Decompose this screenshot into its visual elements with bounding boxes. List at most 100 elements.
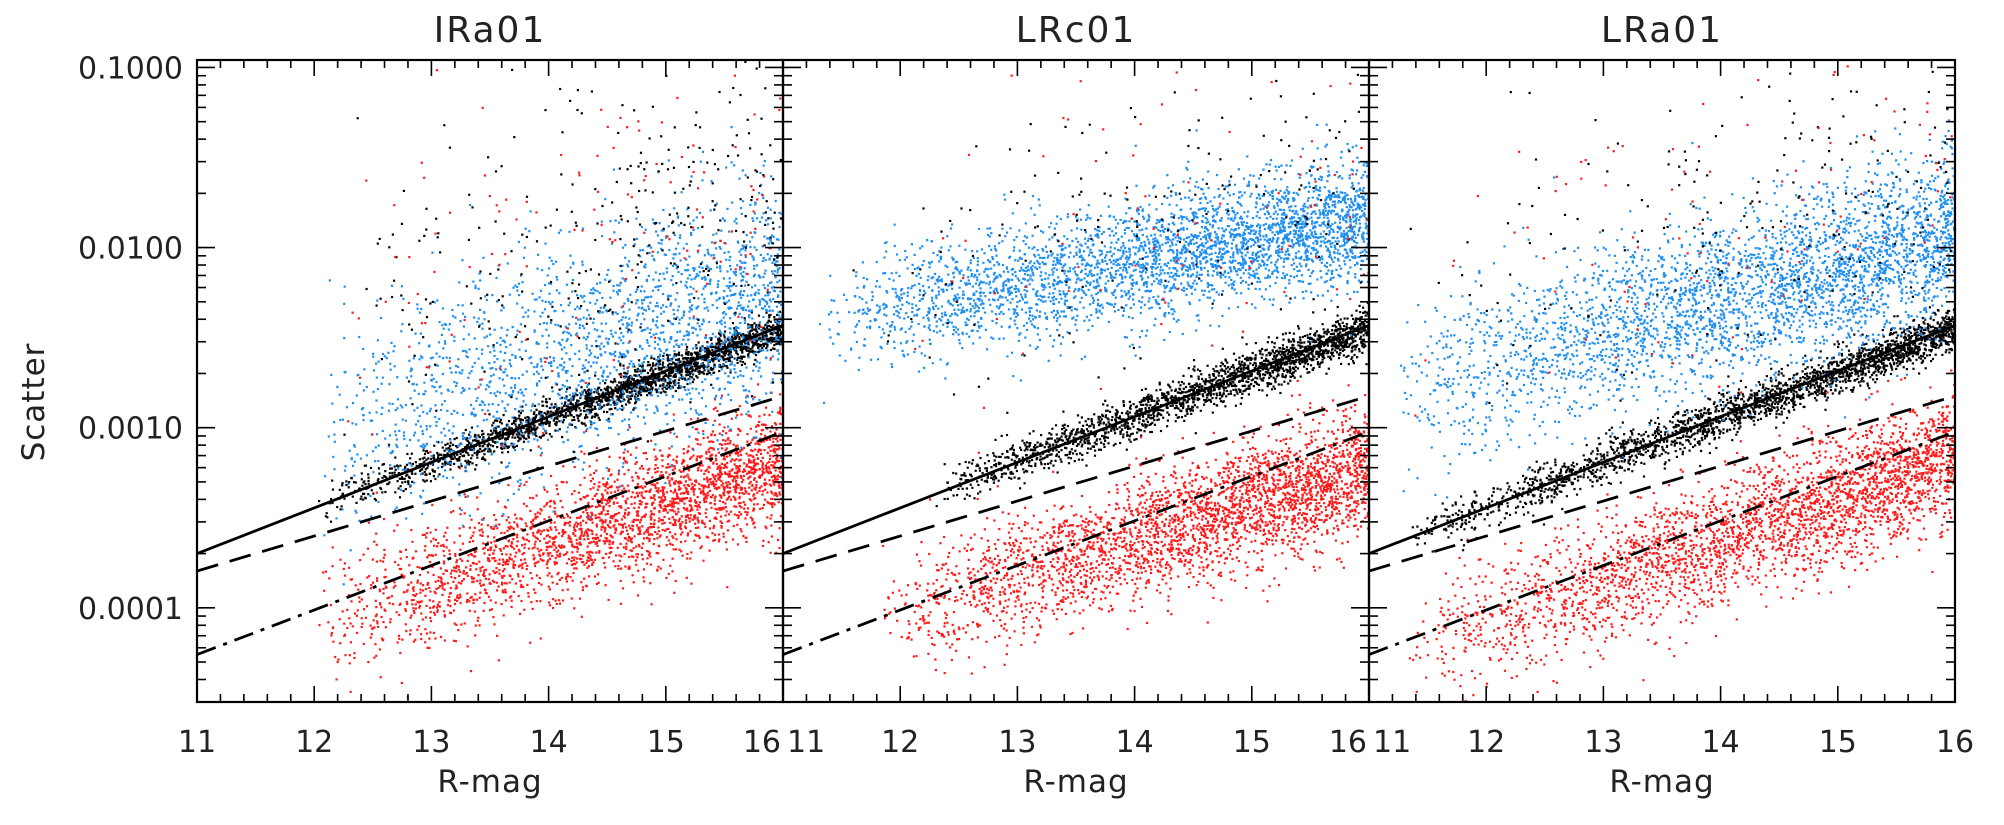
data-point (780, 515, 783, 518)
data-point (586, 545, 589, 548)
data-point (588, 465, 591, 468)
data-point (481, 565, 484, 569)
data-point (452, 580, 455, 583)
data-point (701, 365, 704, 368)
data-point (405, 630, 408, 633)
data-point (455, 564, 458, 568)
data-point (609, 386, 612, 389)
data-point (568, 410, 572, 413)
data-point (458, 507, 461, 510)
data-point (689, 497, 692, 500)
data-point (662, 352, 666, 355)
data-point (488, 413, 491, 416)
data-point (482, 256, 485, 259)
data-point (483, 453, 486, 456)
data-point (666, 359, 669, 362)
data-point (595, 413, 598, 417)
data-point (753, 343, 756, 346)
data-point (751, 519, 754, 522)
data-point (565, 577, 568, 580)
data-point (681, 521, 684, 524)
data-point (546, 421, 549, 424)
data-point (414, 603, 417, 606)
data-point (461, 559, 464, 562)
data-point (672, 458, 675, 461)
data-point (492, 527, 495, 531)
data-point (727, 437, 730, 440)
data-point (627, 513, 630, 516)
data-point (597, 539, 600, 542)
data-point (605, 552, 608, 555)
data-point (649, 392, 652, 395)
data-point (558, 602, 562, 605)
data-point (433, 470, 436, 473)
data-point (670, 363, 673, 366)
data-point (693, 539, 696, 542)
data-point (590, 396, 593, 399)
data-point (475, 440, 478, 443)
data-point (748, 461, 751, 464)
data-point (630, 331, 633, 334)
data-point (511, 445, 515, 448)
data-point (427, 457, 430, 460)
data-point (778, 310, 782, 313)
data-point (584, 397, 587, 400)
data-point (736, 470, 740, 473)
data-point (631, 528, 634, 531)
data-point (724, 514, 727, 517)
data-point (763, 338, 766, 341)
data-point (775, 437, 778, 440)
data-point (715, 486, 718, 489)
data-point (445, 539, 448, 542)
data-point (437, 441, 440, 444)
data-point (484, 577, 487, 580)
data-point (752, 332, 755, 335)
data-point (511, 422, 514, 425)
data-point (732, 443, 735, 446)
data-point (563, 402, 567, 406)
data-point (462, 569, 465, 573)
data-point (561, 506, 564, 509)
data-point (611, 381, 614, 384)
data-point (490, 541, 493, 544)
data-point (729, 475, 732, 478)
data-point (423, 533, 426, 536)
data-point (331, 626, 335, 629)
data-point (584, 424, 587, 427)
data-point (453, 462, 456, 465)
data-point (578, 542, 581, 545)
data-point (764, 294, 767, 297)
data-point (723, 241, 726, 245)
data-point (688, 520, 691, 523)
data-point (617, 473, 620, 476)
data-point (602, 508, 605, 511)
data-point (563, 516, 566, 519)
data-point (360, 617, 363, 620)
data-point (503, 567, 506, 571)
data-point (554, 410, 557, 413)
data-point (681, 531, 684, 534)
data-point (727, 350, 730, 353)
data-point (545, 432, 548, 435)
data-point (612, 502, 616, 505)
data-point (735, 336, 738, 339)
data-point (623, 516, 627, 519)
data-point (765, 347, 768, 350)
data-point (370, 633, 373, 636)
data-point (423, 549, 426, 552)
data-point (667, 463, 670, 466)
data-point (473, 562, 476, 565)
data-point (749, 334, 752, 337)
data-point (360, 472, 363, 475)
data-point (697, 526, 700, 529)
data-point (659, 505, 662, 508)
data-point (748, 465, 751, 469)
data-point (656, 568, 659, 571)
data-point (349, 690, 352, 693)
data-point (771, 378, 774, 381)
data-point (434, 528, 437, 531)
data-point (455, 458, 458, 461)
data-point (644, 481, 647, 484)
data-point (677, 224, 680, 227)
data-point (533, 535, 536, 538)
